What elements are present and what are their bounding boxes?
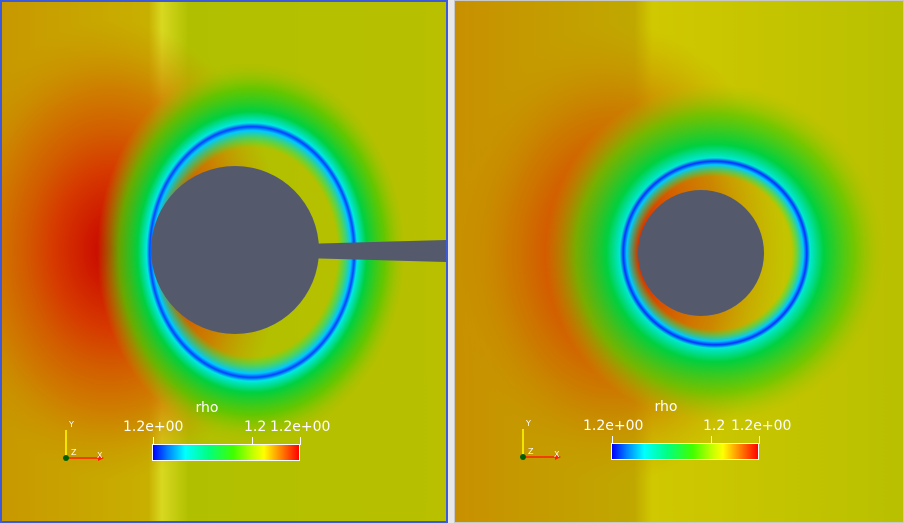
colorbar-title: rho [195, 400, 219, 416]
orientation-axes: Y Z X [60, 418, 110, 468]
colorbar-tick [153, 437, 154, 445]
colorbar-min-label: 1.2e+00 [583, 418, 644, 434]
axis-z-label: Z [71, 448, 77, 457]
colorbar-legend[interactable]: rho 1.2e+00 1.2 1.2e+00 [122, 400, 330, 470]
axis-x-label: X [97, 451, 103, 460]
colorbar-mid-label: 1.2 [244, 419, 267, 435]
colorbar-gradient [152, 444, 300, 461]
render-view-left[interactable]: rho 1.2e+00 1.2 1.2e+00 Y Z X [0, 0, 448, 523]
colorbar-gradient [611, 443, 759, 460]
axis-y-label: Y [69, 420, 74, 429]
colorbar-title: rho [654, 399, 678, 415]
axis-x-label: X [554, 450, 560, 459]
colorbar-max-label: 1.2e+00 [270, 419, 331, 435]
colorbar-min-label: 1.2e+00 [123, 419, 184, 435]
colorbar-tick [300, 437, 301, 445]
orientation-axes: Y Z X [517, 417, 567, 467]
view-splitter[interactable] [448, 0, 454, 523]
colorbar-max-label: 1.2e+00 [731, 418, 792, 434]
colorbar-mid-label: 1.2 [703, 418, 726, 434]
axes-triad-icon [63, 430, 104, 461]
axis-z-label: Z [528, 447, 534, 456]
colorbar-tick [759, 436, 760, 444]
density-field-left [2, 2, 446, 521]
colorbar-legend[interactable]: rho 1.2e+00 1.2 1.2e+00 [581, 399, 791, 469]
colorbar-tick [252, 437, 253, 445]
axis-y-label: Y [526, 419, 531, 428]
axes-triad-icon [520, 429, 561, 460]
colorbar-tick [612, 436, 613, 444]
render-view-right[interactable]: rho 1.2e+00 1.2 1.2e+00 Y Z X [454, 0, 904, 523]
density-field-right [455, 1, 903, 522]
colorbar-tick [711, 436, 712, 444]
